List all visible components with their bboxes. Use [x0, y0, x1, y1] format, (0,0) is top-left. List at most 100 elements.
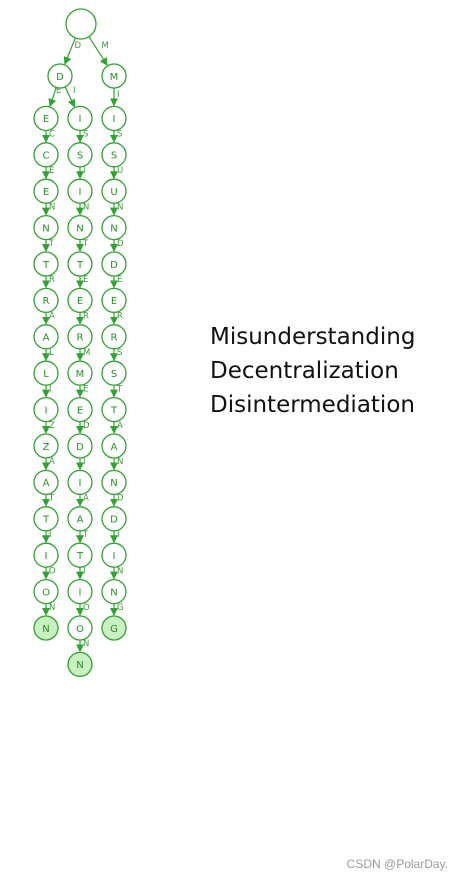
node-disintermed: D: [67, 433, 93, 459]
node-decentra: A: [33, 324, 59, 350]
node-label: L: [43, 369, 49, 380]
node-decentralizat: T: [33, 506, 59, 532]
edge-label: N: [49, 202, 55, 212]
node-decentrali: I: [33, 396, 59, 423]
node-misundersta: A: [101, 433, 127, 459]
node-label: O: [76, 624, 84, 635]
edge-label: S: [83, 130, 88, 140]
edge-label: G: [117, 603, 124, 613]
node-misunderstand: D: [101, 506, 127, 532]
edge-label: N: [117, 457, 123, 467]
edge-label: A: [117, 421, 123, 431]
edge-label: O: [49, 566, 56, 576]
word-disintermediation: Disintermediation: [210, 392, 415, 418]
edge-label: I: [83, 566, 86, 576]
edge-label: T: [82, 239, 89, 249]
edge-label: N: [117, 202, 123, 212]
root-node: [65, 8, 97, 40]
node-disinterm: M: [67, 360, 93, 386]
node-label: E: [111, 296, 117, 307]
node-label: D: [110, 260, 118, 271]
node-disintermedi: I: [67, 469, 93, 496]
node-decentr: R: [33, 287, 59, 314]
node-misu: U: [101, 178, 127, 204]
edge-label: E: [56, 86, 61, 96]
edge-label: A: [49, 312, 55, 322]
node-label: R: [43, 296, 50, 307]
node-label: A: [77, 515, 84, 526]
edge-label: U: [117, 166, 123, 176]
edge-label: L: [49, 348, 54, 358]
node-di: I: [67, 105, 93, 132]
node-label: I: [113, 114, 116, 125]
node-label: A: [43, 333, 50, 344]
edge-label: N: [83, 202, 89, 212]
node-label: R: [77, 333, 84, 344]
node-label: I: [79, 114, 82, 125]
node-decentraliza: A: [33, 469, 59, 496]
node-misunde: E: [101, 287, 127, 314]
edge-root-m: [88, 36, 108, 66]
edge-di: [64, 86, 76, 108]
node-decentralizatio: O: [33, 578, 59, 605]
edge-label: M: [102, 41, 109, 51]
node-disinte: E: [67, 287, 93, 314]
node-misunderst: T: [101, 396, 127, 423]
node-label: T: [76, 551, 84, 562]
node-label: A: [43, 478, 50, 489]
node-label: I: [79, 187, 82, 198]
word-decentralization: Decentralization: [210, 358, 399, 384]
node-decent: T: [33, 251, 59, 277]
node-label: E: [43, 114, 49, 125]
edge-label: E: [117, 275, 122, 285]
edge-label: T: [116, 384, 123, 394]
node-label: T: [110, 405, 118, 416]
node-label: N: [110, 223, 117, 234]
node-label: M: [76, 369, 85, 380]
edge-label: N: [83, 639, 89, 649]
edge-label: M: [83, 348, 90, 358]
node-misunderstan: N: [101, 469, 127, 496]
edge-label: I: [83, 457, 86, 467]
edge-label: E: [49, 166, 54, 176]
node-misunderstanding: G: [101, 615, 127, 641]
node-disinter: R: [67, 324, 93, 350]
edge-label: I: [49, 530, 52, 540]
node-label: T: [42, 260, 50, 271]
node-label: E: [77, 296, 83, 307]
node-mi: I: [101, 105, 127, 132]
edge-de: [48, 87, 57, 108]
node-disinterme: E: [67, 396, 93, 423]
edge-label: T: [48, 239, 55, 249]
edge-label: S: [117, 130, 122, 140]
edge-label: I: [117, 90, 120, 100]
edge-label: T: [48, 494, 55, 504]
edge-label: I: [83, 166, 86, 176]
edge-label: D: [75, 41, 82, 51]
node-decentralization: N: [33, 615, 59, 641]
node-label: I: [79, 478, 82, 489]
node-label: I: [113, 551, 116, 562]
node-misun: N: [101, 214, 127, 241]
node-label: S: [111, 151, 117, 162]
edge-label: D: [117, 239, 124, 249]
node-label: N: [110, 478, 117, 489]
watermark: CSDN @PolarDay.: [346, 857, 448, 871]
trie-edges: [42, 36, 118, 653]
node-label: N: [110, 587, 117, 598]
edge-label: A: [49, 457, 55, 467]
node-mis: S: [101, 142, 127, 168]
edge-label: N: [117, 566, 123, 576]
edge-label: R: [83, 312, 89, 322]
node-label: O: [42, 587, 50, 598]
node-label: S: [77, 151, 83, 162]
node-decentraliz: Z: [33, 433, 59, 459]
trie-nodes: DECENTRALIZATIONISINTERMEDIATIONMISUNDER…: [33, 8, 127, 678]
node-disi: I: [67, 178, 93, 204]
word-misunderstanding: Misunderstanding: [210, 324, 416, 350]
node-disintermedia: A: [67, 506, 93, 532]
trie-edge-labels: DECENTRALIZATIONISINTERMEDIATIONMISUNDER…: [48, 41, 124, 649]
node-disintermediation: N: [67, 651, 93, 678]
node-label: S: [111, 369, 117, 380]
node-label: D: [76, 442, 84, 453]
